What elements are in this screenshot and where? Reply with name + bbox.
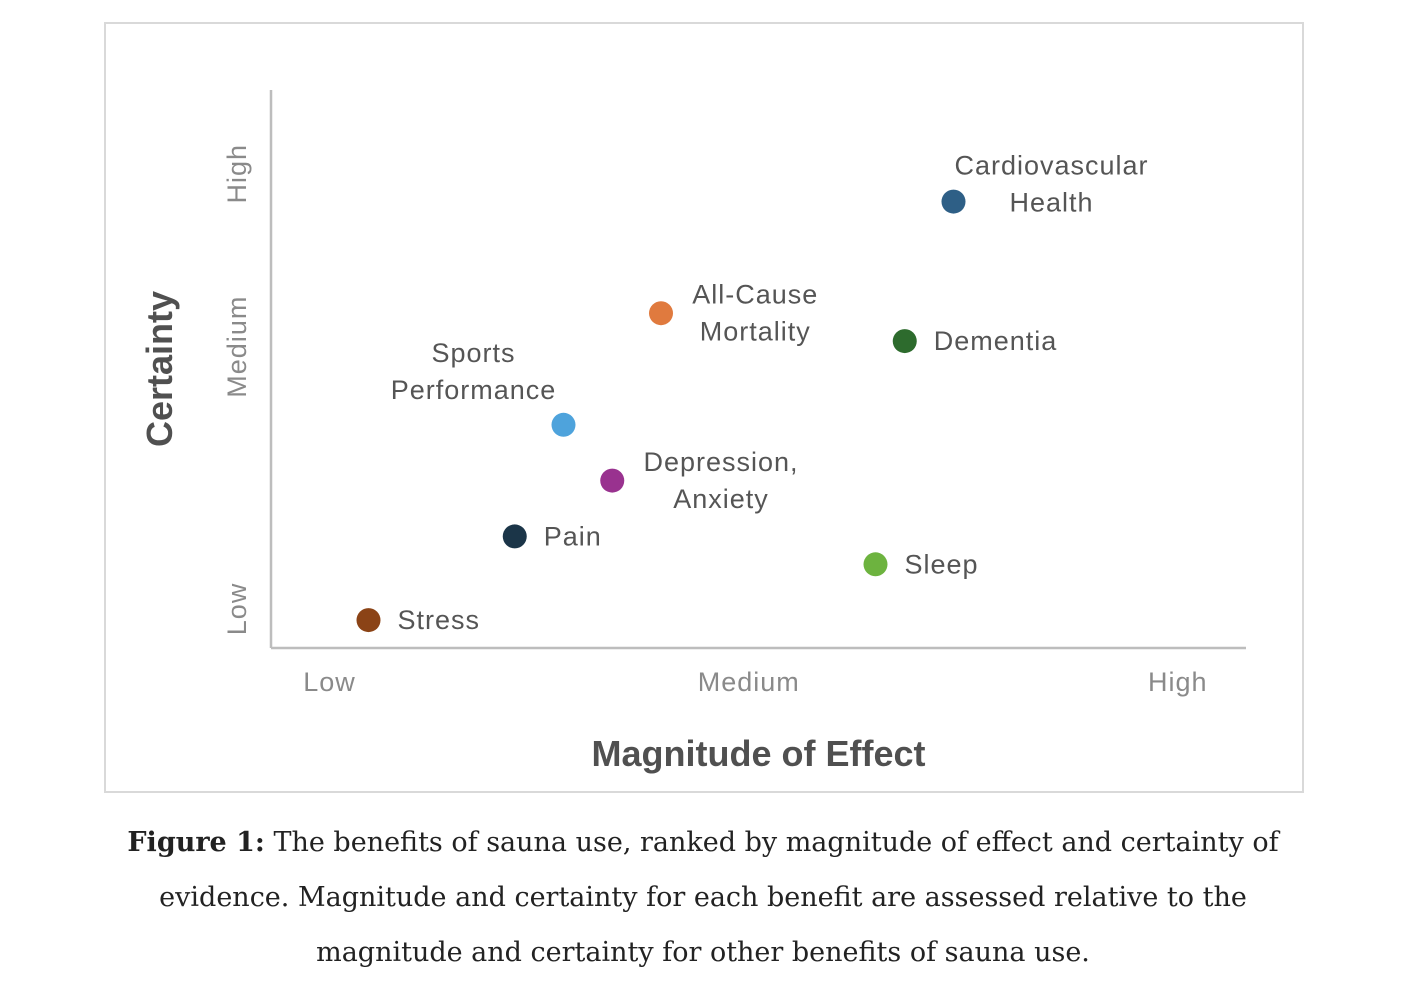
- data-label-line: Anxiety: [673, 484, 769, 514]
- data-label-line: Mortality: [700, 317, 811, 347]
- data-label-line: Sleep: [905, 549, 979, 579]
- y-tick-label-low: Low: [222, 583, 252, 636]
- data-label-stress: Stress: [398, 605, 481, 635]
- data-label-sleep: Sleep: [905, 549, 979, 579]
- data-label-line: Health: [1009, 188, 1093, 218]
- data-point-sleep: [863, 552, 888, 577]
- x-axis-title: Magnitude of Effect: [592, 733, 926, 774]
- data-point-dementia: [892, 329, 917, 354]
- data-label-depression-anxiety: Depression, Anxiety: [643, 447, 798, 514]
- y-axis-title: Certainty: [139, 291, 180, 447]
- data-label-line: Performance: [391, 375, 557, 405]
- y-tick-label-medium: Medium: [222, 296, 252, 398]
- data-label-sports-performance: Sports Performance: [391, 338, 557, 405]
- data-label-pain: Pain: [544, 521, 602, 551]
- data-label-dementia: Dementia: [934, 326, 1058, 356]
- data-point-all-cause-mortality: [649, 301, 673, 326]
- data-label-line: Depression,: [643, 447, 798, 477]
- data-point-depression-anxiety: [600, 468, 625, 493]
- data-label-line: Cardiovascular: [954, 151, 1148, 181]
- scatter-chart: Low Medium High Low Medium High Magnitude of E…: [139, 90, 1246, 774]
- data-label-line: All-Cause: [692, 280, 818, 310]
- chart-frame: Low Medium High Low Medium High Magnitude of E…: [104, 22, 1304, 793]
- data-label-line: Stress: [398, 605, 481, 635]
- x-tick-label-low: Low: [303, 667, 356, 697]
- caption-lead: Figure 1:: [127, 827, 265, 858]
- data-point-sports-performance: [551, 412, 576, 437]
- data-label-all-cause-mortality: All-Cause Mortality: [692, 280, 818, 347]
- data-label-cardiovascular-health: Cardiovascular Health: [954, 151, 1148, 218]
- caption-text: The benefits of sauna use, ranked by mag…: [159, 827, 1279, 968]
- x-tick-label-high: High: [1148, 667, 1208, 697]
- data-label-line: Sports: [431, 338, 515, 368]
- data-label-line: Dementia: [934, 326, 1058, 356]
- figure-caption: Figure 1: The benefits of sauna use, ran…: [95, 815, 1311, 980]
- data-point-cardiovascular-health: [941, 189, 966, 214]
- data-point-stress: [356, 608, 381, 633]
- data-label-line: Pain: [544, 521, 602, 551]
- y-tick-label-high: High: [222, 144, 252, 204]
- x-tick-label-medium: Medium: [698, 667, 800, 697]
- data-point-pain: [502, 524, 527, 549]
